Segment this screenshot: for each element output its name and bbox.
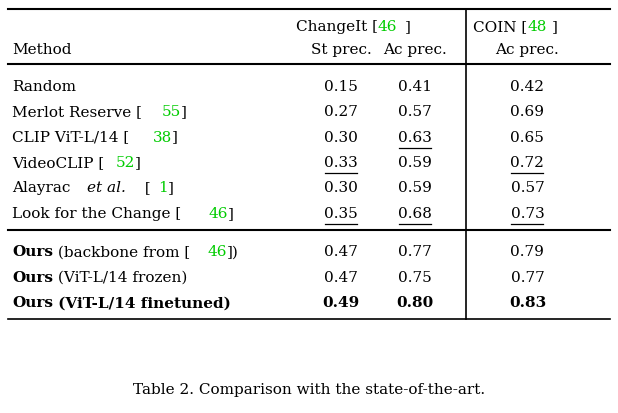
Text: [: [: [140, 181, 150, 195]
Text: 0.75: 0.75: [398, 270, 432, 284]
Text: 0.35: 0.35: [324, 206, 358, 221]
Text: VideoCLIP [: VideoCLIP [: [12, 156, 104, 170]
Text: 0.59: 0.59: [398, 181, 432, 195]
Text: 46: 46: [378, 20, 397, 34]
Text: Ours: Ours: [12, 244, 54, 259]
Text: 46: 46: [208, 244, 227, 259]
Text: Look for the Change [: Look for the Change [: [12, 206, 182, 221]
Text: 55: 55: [162, 105, 181, 119]
Text: Table 2. Comparison with the state-of-the-art.: Table 2. Comparison with the state-of-th…: [133, 382, 485, 396]
Text: ]: ]: [134, 156, 140, 170]
Text: 0.42: 0.42: [510, 79, 544, 93]
Text: Ours: Ours: [12, 270, 54, 284]
Text: Alayrac: Alayrac: [12, 181, 76, 195]
Text: 0.73: 0.73: [510, 206, 544, 221]
Text: 52: 52: [116, 156, 135, 170]
Text: 0.77: 0.77: [510, 270, 544, 284]
Text: 0.77: 0.77: [398, 244, 432, 259]
Text: 0.57: 0.57: [398, 105, 432, 119]
Text: Ac prec.: Ac prec.: [496, 43, 559, 57]
Text: ]: ]: [405, 20, 411, 34]
Text: et al.: et al.: [87, 181, 126, 195]
Text: COIN [: COIN [: [473, 20, 527, 34]
Text: 0.68: 0.68: [398, 206, 432, 221]
Text: (ViT-L/14 frozen): (ViT-L/14 frozen): [53, 270, 187, 284]
Text: 0.63: 0.63: [398, 130, 432, 144]
Text: 0.30: 0.30: [324, 181, 358, 195]
Text: 0.49: 0.49: [323, 296, 360, 309]
Text: ]: ]: [168, 181, 174, 195]
Text: 0.72: 0.72: [510, 156, 544, 170]
Text: 0.79: 0.79: [510, 244, 544, 259]
Text: 0.80: 0.80: [396, 296, 433, 309]
Text: ]: ]: [172, 130, 178, 144]
Text: 46: 46: [209, 206, 228, 221]
Text: (ViT-L/14 finetuned): (ViT-L/14 finetuned): [53, 296, 231, 309]
Text: 1: 1: [158, 181, 168, 195]
Text: (backbone from [: (backbone from [: [53, 244, 190, 259]
Text: Ours: Ours: [12, 296, 54, 309]
Text: ]: ]: [181, 105, 187, 119]
Text: 38: 38: [153, 130, 172, 144]
Text: 0.33: 0.33: [324, 156, 358, 170]
Text: St prec.: St prec.: [311, 43, 371, 57]
Text: ]: ]: [228, 206, 234, 221]
Text: Method: Method: [12, 43, 72, 57]
Text: 0.65: 0.65: [510, 130, 544, 144]
Text: 0.30: 0.30: [324, 130, 358, 144]
Text: 0.69: 0.69: [510, 105, 544, 119]
Text: 0.57: 0.57: [510, 181, 544, 195]
Text: 0.59: 0.59: [398, 156, 432, 170]
Text: ]: ]: [552, 20, 558, 34]
Text: 0.15: 0.15: [324, 79, 358, 93]
Text: 0.47: 0.47: [324, 270, 358, 284]
Text: Ac prec.: Ac prec.: [383, 43, 447, 57]
Text: 0.27: 0.27: [324, 105, 358, 119]
Text: ]): ]): [226, 244, 239, 259]
Text: 0.47: 0.47: [324, 244, 358, 259]
Text: 48: 48: [527, 20, 547, 34]
Text: 0.41: 0.41: [398, 79, 432, 93]
Text: ChangeIt [: ChangeIt [: [296, 20, 378, 34]
Text: 0.83: 0.83: [509, 296, 546, 309]
Text: Merlot Reserve [: Merlot Reserve [: [12, 105, 143, 119]
Text: Random: Random: [12, 79, 77, 93]
Text: CLIP ViT-L/14 [: CLIP ViT-L/14 [: [12, 130, 130, 144]
